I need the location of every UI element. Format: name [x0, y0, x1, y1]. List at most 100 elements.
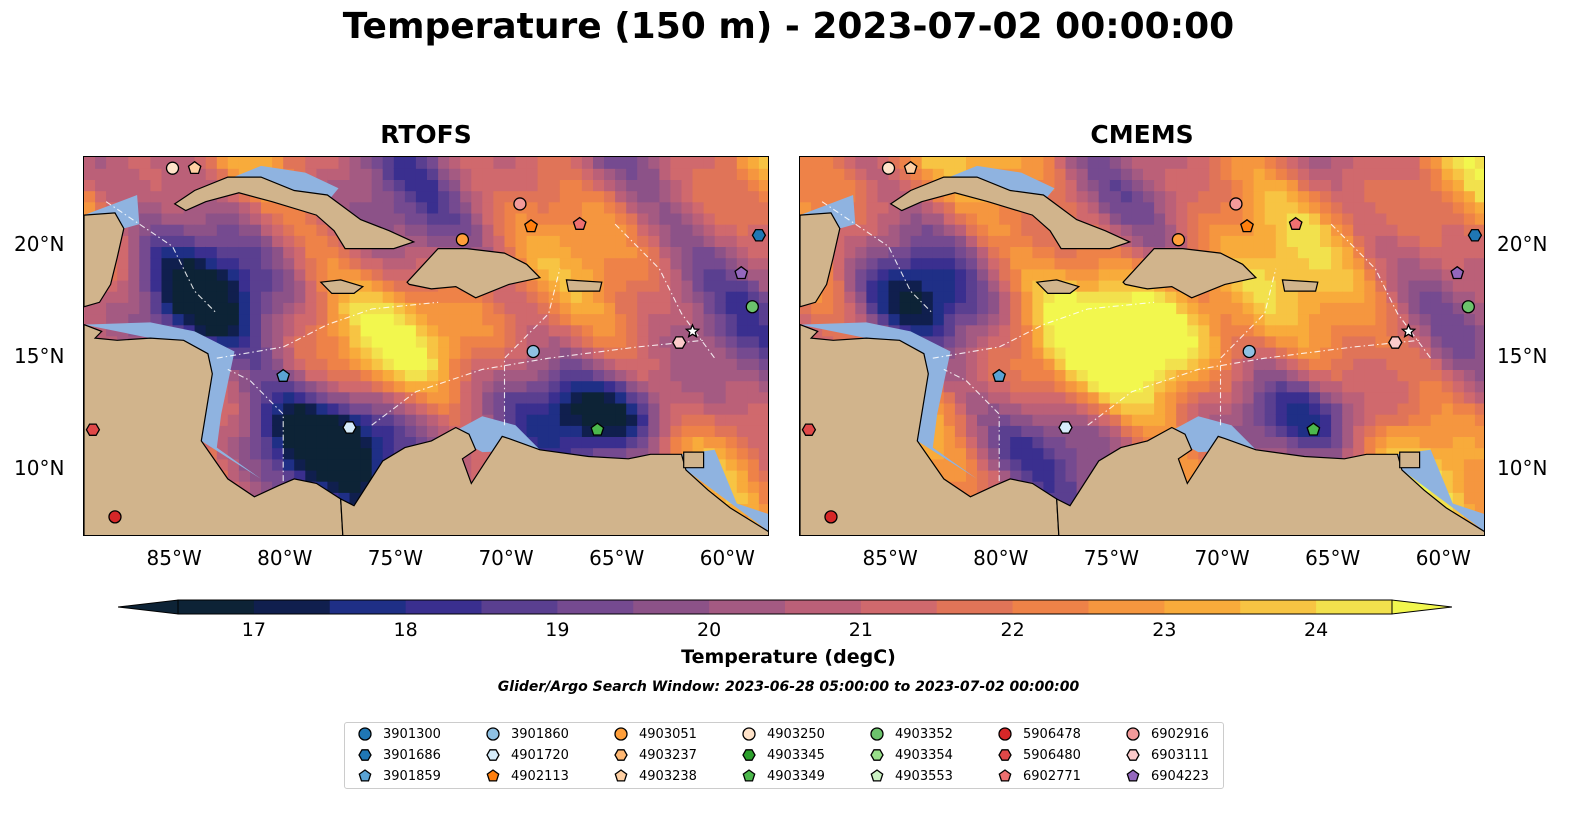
- float-marker: [1058, 421, 1073, 434]
- float-marker: [276, 368, 291, 382]
- legend-entry: 4903237: [613, 747, 697, 763]
- map-panel-rtofs[interactable]: [83, 156, 769, 536]
- legend-marker: [870, 769, 884, 782]
- legend-entry: 4903250: [741, 726, 825, 742]
- colorbar-segment: [936, 600, 1014, 614]
- float-marker: [1288, 216, 1303, 230]
- lat-tick-label-right: 15°N: [1497, 344, 1548, 369]
- legend-label: 4903354: [895, 747, 953, 763]
- panel-title-rtofs: RTOFS: [380, 120, 472, 149]
- colorbar-segment: [481, 600, 558, 614]
- legend-marker: [998, 727, 1012, 741]
- colorbar-extend-high: [1391, 599, 1453, 615]
- legend-entry: 6902916: [1125, 726, 1209, 742]
- legend-marker: [614, 749, 628, 761]
- legend-marker: [1126, 769, 1140, 782]
- lon-tick-label: 85°W: [146, 546, 202, 570]
- lon-tick-label: 70°W: [1194, 546, 1250, 570]
- legend-marker: [998, 749, 1012, 761]
- legend-marker: [870, 727, 884, 741]
- colorbar-segment: [1164, 600, 1241, 614]
- lon-tick-label: 65°W: [1305, 546, 1361, 570]
- float-marker: [824, 510, 838, 524]
- float-marker: [1461, 300, 1475, 314]
- eez-boundaries: [821, 201, 1432, 482]
- float-marker: [526, 344, 540, 359]
- float-marker: [1240, 218, 1254, 233]
- colorbar-segment: [1240, 600, 1317, 614]
- float-marker: [1388, 336, 1403, 349]
- legend-marker: [614, 727, 628, 741]
- legend-entry: 6903111: [1125, 747, 1209, 763]
- legend-marker: [358, 749, 372, 761]
- float-marker: [992, 368, 1007, 382]
- legend-label: 3901859: [383, 768, 441, 784]
- float-legend: 3901300 3901686 3901859 3901860 4901720 49021…: [344, 722, 1224, 789]
- float-marker: [590, 422, 605, 436]
- colorbar-segment: [329, 600, 407, 614]
- legend-entry: 4901720: [485, 747, 569, 763]
- float-marker: [751, 228, 767, 242]
- colorbar-segment: [557, 600, 634, 614]
- lon-tick-label: 65°W: [589, 546, 645, 570]
- float-marker: [672, 336, 687, 349]
- legend-label: 4903238: [639, 768, 697, 784]
- legend-label: 3901686: [383, 747, 441, 763]
- eez-boundaries: [105, 201, 716, 482]
- legend-label: 4903553: [895, 768, 953, 784]
- legend-entry: 4903349: [741, 768, 825, 784]
- lat-tick-label-left: 10°N: [14, 455, 65, 480]
- colorbar-tick-label: 20: [697, 619, 722, 641]
- legend-marker: [998, 769, 1012, 782]
- land-masses: [800, 176, 1484, 535]
- colorbar-segment: [405, 600, 482, 614]
- float-marker: [165, 161, 180, 175]
- float-marker: [745, 300, 759, 314]
- legend-entry: 3901859: [357, 768, 441, 784]
- legend-label: 6902771: [1023, 768, 1081, 784]
- legend-entry: 6902771: [997, 768, 1081, 784]
- legend-label: 4903345: [767, 747, 825, 763]
- legend-entry: 4903238: [613, 768, 697, 784]
- lon-tick-label: 80°W: [257, 546, 313, 570]
- colorbar-tick-label: 18: [393, 619, 418, 641]
- float-marker: [524, 218, 538, 233]
- legend-entry: 4903345: [741, 747, 825, 763]
- lon-tick-label: 80°W: [973, 546, 1029, 570]
- legend-label: 4901720: [511, 747, 569, 763]
- legend-entry: 4903553: [869, 768, 953, 784]
- legend-label: 3901860: [511, 726, 569, 742]
- float-marker: [108, 510, 122, 524]
- map-panel-cmems[interactable]: [799, 156, 1485, 536]
- legend-entry: 5906478: [997, 726, 1081, 742]
- legend-entry: 4902113: [485, 768, 569, 784]
- legend-entry: 4903051: [613, 726, 697, 742]
- legend-entry: 4903352: [869, 726, 953, 742]
- legend-label: 4903250: [767, 726, 825, 742]
- lat-tick-label-right: 20°N: [1497, 232, 1548, 257]
- legend-label: 5906478: [1023, 726, 1081, 742]
- colorbar-segment: [633, 600, 710, 614]
- lat-tick-label-left: 15°N: [14, 344, 65, 369]
- lon-tick-label: 85°W: [862, 546, 918, 570]
- panel-title-cmems: CMEMS: [1090, 120, 1194, 149]
- lon-tick-label: 75°W: [367, 546, 424, 570]
- colorbar-tick-label: 17: [241, 619, 266, 641]
- legend-entry: 5906480: [997, 747, 1081, 763]
- float-marker: [1306, 422, 1321, 436]
- float-marker: [187, 160, 202, 175]
- search-window-text: Glider/Argo Search Window: 2023-06-28 05…: [497, 679, 1080, 695]
- colorbar-tick-label: 21: [848, 619, 873, 641]
- legend-entry: 3901686: [357, 747, 441, 763]
- legend-label: 6903111: [1151, 747, 1209, 763]
- lat-tick-label-right: 10°N: [1497, 455, 1548, 480]
- float-marker: [1450, 265, 1465, 280]
- colorbar-segment: [253, 600, 331, 614]
- legend-label: 4903352: [895, 726, 953, 742]
- lon-tick-label: 60°W: [699, 546, 755, 570]
- colorbar-segment: [1088, 600, 1165, 614]
- lon-tick-label: 75°W: [1083, 546, 1140, 570]
- lon-tick-label: 70°W: [478, 546, 534, 570]
- float-marker: [572, 216, 587, 230]
- lon-tick-label: 60°W: [1415, 546, 1471, 570]
